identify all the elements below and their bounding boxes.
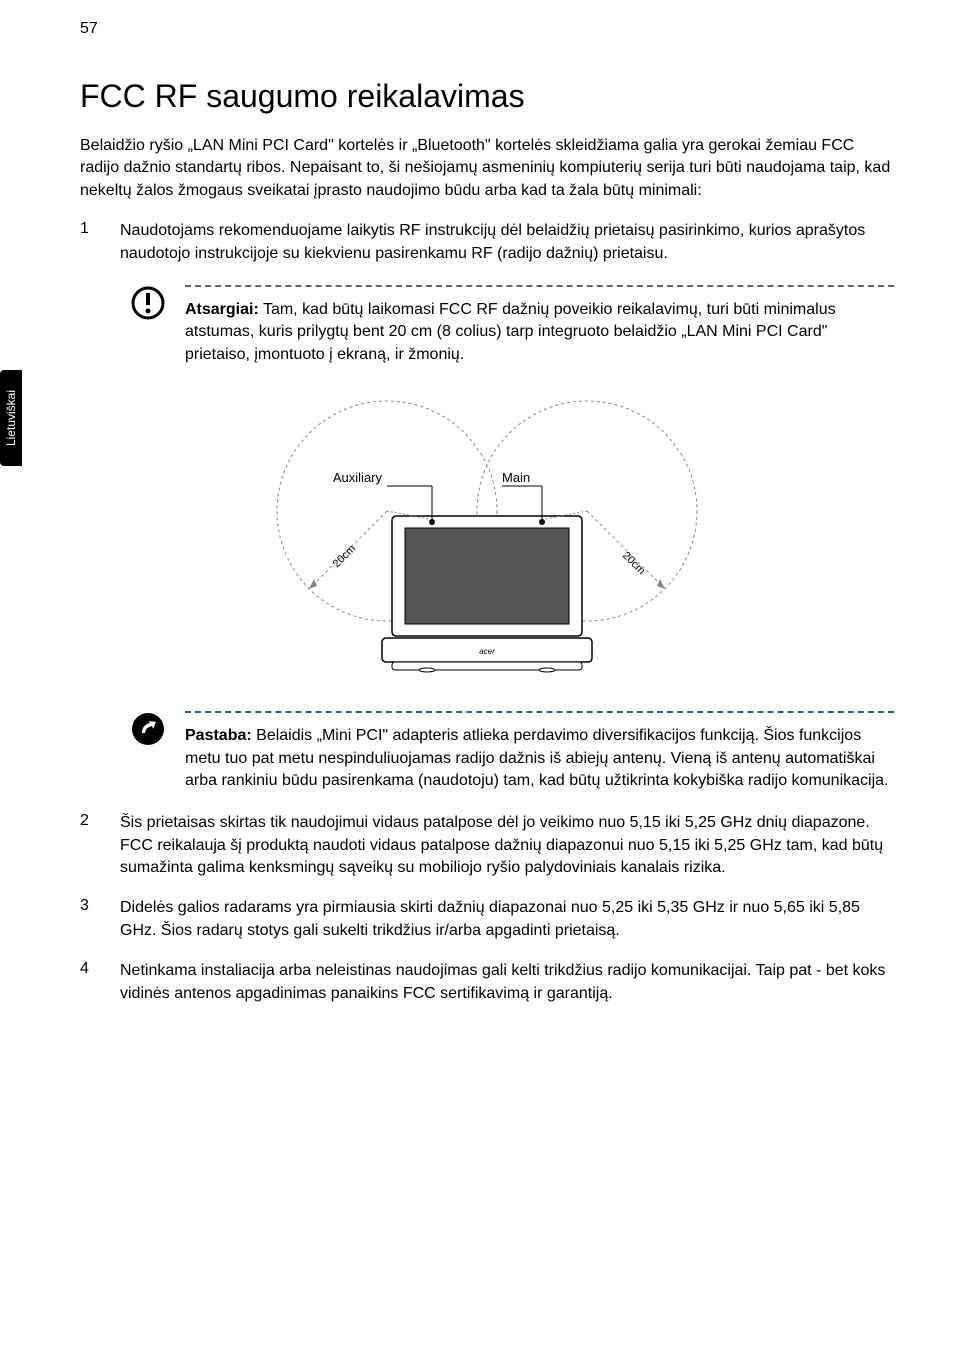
list-text: Didelės galios radarams yra pirmiausia s… <box>120 897 894 942</box>
auxiliary-label: Auxiliary <box>333 470 383 485</box>
warning-callout: Atsargiai: Tam, kad būtų laikomasi FCC R… <box>130 285 894 366</box>
language-side-tab: Lietuviškai <box>0 370 22 466</box>
page-title: FCC RF saugumo reikalavimas <box>80 78 894 115</box>
warning-label: Atsargiai: <box>185 301 259 318</box>
warning-body: Tam, kad būtų laikomasi FCC RF dažnių po… <box>185 301 836 363</box>
distance-label-left: 20cm <box>331 543 359 571</box>
divider-line <box>185 285 894 287</box>
note-body: Belaidis „Mini PCI" adapteris atlieka pe… <box>185 727 888 789</box>
list-number: 4 <box>80 960 120 1005</box>
list-item: 4 Netinkama instaliacija arba neleistina… <box>80 960 894 1005</box>
note-icon <box>130 711 170 752</box>
brand-label: acer <box>479 647 495 656</box>
main-label: Main <box>502 470 530 485</box>
warning-text: Atsargiai: Tam, kad būtų laikomasi FCC R… <box>185 299 894 366</box>
intro-paragraph: Belaidžio ryšio „LAN Mini PCI Card" kort… <box>80 135 894 202</box>
numbered-list: 1 Naudotojams rekomenduojame laikytis RF… <box>80 220 894 265</box>
note-callout: Pastaba: Belaidis „Mini PCI" adapteris a… <box>130 711 894 792</box>
numbered-list-continued: 2 Šis prietaisas skirtas tik naudojimui … <box>80 812 894 1005</box>
list-number: 2 <box>80 812 120 879</box>
list-item: 2 Šis prietaisas skirtas tik naudojimui … <box>80 812 894 879</box>
antenna-figure: 20cm 20cm acer Auxiliary Main <box>80 386 894 681</box>
page-number: 57 <box>80 20 894 38</box>
list-number: 1 <box>80 220 120 265</box>
warning-icon <box>130 285 170 326</box>
list-text: Šis prietaisas skirtas tik naudojimui vi… <box>120 812 894 879</box>
list-item: 3 Didelės galios radarams yra pirmiausia… <box>80 897 894 942</box>
note-label: Pastaba: <box>185 727 252 744</box>
list-text: Netinkama instaliacija arba neleistinas … <box>120 960 894 1005</box>
list-item: 1 Naudotojams rekomenduojame laikytis RF… <box>80 220 894 265</box>
note-text: Pastaba: Belaidis „Mini PCI" adapteris a… <box>185 725 894 792</box>
distance-label-right: 20cm <box>620 550 648 578</box>
list-number: 3 <box>80 897 120 942</box>
divider-line <box>185 711 894 713</box>
list-text: Naudotojams rekomenduojame laikytis RF i… <box>120 220 894 265</box>
